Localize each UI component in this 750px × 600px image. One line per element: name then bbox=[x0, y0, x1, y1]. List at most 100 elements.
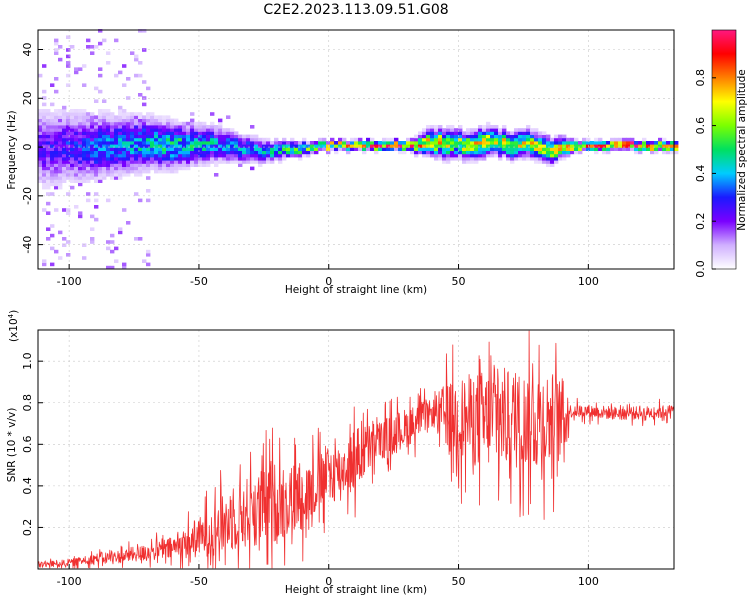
heatmap-cell bbox=[46, 227, 51, 231]
heatmap-cell bbox=[218, 134, 223, 139]
heatmap-cell bbox=[174, 163, 179, 167]
heatmap-cell bbox=[154, 121, 159, 126]
heatmap-cell bbox=[66, 169, 71, 174]
heatmap-cell bbox=[318, 137, 323, 142]
heatmap-cell bbox=[478, 128, 483, 132]
heatmap-cell bbox=[382, 141, 387, 145]
heatmap-cell bbox=[262, 141, 267, 145]
heatmap-cell bbox=[114, 153, 119, 158]
heatmap-cell bbox=[86, 176, 91, 180]
heatmap-cell bbox=[358, 137, 363, 142]
heatmap-cell bbox=[90, 115, 95, 119]
heatmap-cell bbox=[642, 144, 647, 148]
heatmap-cell bbox=[210, 134, 215, 139]
heatmap-cell bbox=[190, 121, 195, 126]
heatmap-cell bbox=[434, 150, 439, 155]
heatmap-cell bbox=[146, 163, 151, 167]
heatmap-cell bbox=[166, 153, 171, 158]
heatmap-cell bbox=[182, 137, 187, 142]
heatmap-cell bbox=[606, 141, 611, 145]
heatmap-cell bbox=[522, 137, 527, 142]
heatmap-cell bbox=[566, 144, 571, 148]
heatmap-cell bbox=[78, 118, 83, 123]
heatmap-cell bbox=[114, 163, 119, 167]
figure-title: C2E2.2023.113.09.51.G08 bbox=[263, 2, 448, 18]
heatmap-cell bbox=[190, 137, 195, 142]
heatmap-cell bbox=[190, 163, 195, 167]
heatmap-cell bbox=[146, 198, 151, 203]
heatmap-cell bbox=[146, 176, 151, 180]
heatmap-cell bbox=[38, 147, 43, 151]
heatmap-cell bbox=[54, 249, 59, 254]
heatmap-cell bbox=[266, 153, 271, 158]
heatmap-cell bbox=[202, 141, 207, 145]
colorbar-ticks: 0.00.20.40.60.8 bbox=[694, 69, 716, 278]
heatmap-cell bbox=[58, 173, 63, 177]
heatmap-cell bbox=[86, 153, 91, 158]
heatmap-cell bbox=[446, 153, 451, 158]
heatmap-cell bbox=[74, 109, 79, 113]
spectrogram-y-axis-label: Frequency (Hz) bbox=[6, 110, 18, 189]
heatmap-cell bbox=[106, 141, 111, 145]
heatmap-cell bbox=[118, 125, 123, 129]
heatmap-cell bbox=[526, 153, 531, 158]
heatmap-cell bbox=[78, 150, 83, 155]
heatmap-cell bbox=[122, 112, 127, 116]
heatmap-cell bbox=[478, 157, 483, 161]
heatmap-cell bbox=[430, 144, 435, 148]
heatmap-cell bbox=[150, 115, 155, 119]
x-tick-label: -100 bbox=[57, 275, 82, 288]
heatmap-cell bbox=[98, 163, 103, 167]
heatmap-cell bbox=[450, 131, 455, 135]
heatmap-cell bbox=[102, 38, 107, 43]
heatmap-cell bbox=[66, 121, 71, 126]
heatmap-cell bbox=[534, 141, 539, 145]
heatmap-cell bbox=[118, 160, 123, 164]
heatmap-cell bbox=[86, 118, 91, 123]
heatmap-cell bbox=[286, 144, 291, 148]
heatmap-cell bbox=[522, 157, 527, 161]
heatmap-cell bbox=[138, 115, 143, 119]
heatmap-cell bbox=[170, 134, 175, 139]
heatmap-cell bbox=[94, 179, 99, 183]
heatmap-cell bbox=[482, 150, 487, 155]
heatmap-cell bbox=[54, 109, 59, 113]
heatmap-cell bbox=[98, 166, 103, 171]
heatmap-cell bbox=[262, 144, 267, 148]
heatmap-cell bbox=[274, 157, 279, 161]
heatmap-cell bbox=[90, 51, 95, 55]
heatmap-cell bbox=[258, 157, 263, 161]
heatmap-cell bbox=[134, 141, 139, 145]
heatmap-cell bbox=[130, 134, 135, 139]
heatmap-cell bbox=[342, 147, 347, 151]
heatmap-cell bbox=[70, 128, 75, 132]
heatmap-cell bbox=[534, 153, 539, 158]
heatmap-cell bbox=[258, 147, 263, 151]
heatmap-cell bbox=[198, 144, 203, 148]
heatmap-cell bbox=[134, 54, 139, 59]
heatmap-cell bbox=[130, 125, 135, 129]
heatmap-cell bbox=[62, 160, 67, 164]
heatmap-cell bbox=[106, 128, 111, 132]
heatmap-cell bbox=[498, 141, 503, 145]
heatmap-cell bbox=[78, 121, 83, 126]
heatmap-cell bbox=[562, 144, 567, 148]
heatmap-cell bbox=[442, 153, 447, 158]
heatmap-cell bbox=[146, 86, 151, 91]
heatmap-cell bbox=[86, 163, 91, 167]
heatmap-cell bbox=[466, 150, 471, 155]
heatmap-cell bbox=[82, 134, 87, 139]
heatmap-cell bbox=[186, 147, 191, 151]
heatmap-cell bbox=[158, 125, 163, 129]
heatmap-cell bbox=[122, 83, 127, 87]
heatmap-cell bbox=[182, 128, 187, 132]
heatmap-cell bbox=[146, 137, 151, 142]
heatmap-cell bbox=[234, 134, 239, 139]
heatmap-cell bbox=[438, 153, 443, 158]
heatmap-cell bbox=[138, 112, 143, 116]
heatmap-cell bbox=[110, 147, 115, 151]
heatmap-cell bbox=[210, 125, 215, 129]
heatmap-cell bbox=[242, 141, 247, 145]
heatmap-cell bbox=[222, 153, 227, 158]
heatmap-cell bbox=[434, 137, 439, 142]
